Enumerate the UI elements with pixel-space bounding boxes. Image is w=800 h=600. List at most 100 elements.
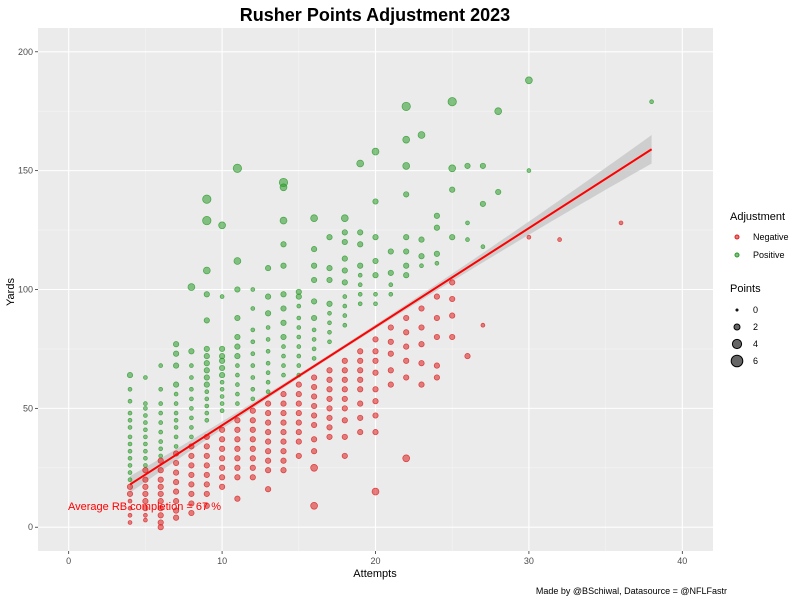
negative-point [449, 312, 456, 319]
positive-point [387, 248, 394, 255]
positive-point [373, 301, 378, 307]
positive-point [203, 360, 210, 367]
positive-point [372, 198, 379, 205]
positive-point [526, 168, 532, 173]
negative-point [311, 448, 318, 455]
positive-point [204, 417, 210, 423]
negative-point [249, 426, 256, 433]
negative-point [326, 424, 333, 431]
positive-point [296, 334, 302, 340]
positive-point [373, 291, 378, 297]
chart-caption: Made by @BSchiwal, Datasource = @NFLFast… [536, 586, 727, 596]
positive-point [433, 212, 440, 219]
positive-point [433, 250, 440, 257]
negative-point [249, 407, 256, 414]
positive-point [495, 188, 502, 196]
positive-point [189, 425, 194, 430]
positive-point [265, 310, 272, 317]
positive-point [649, 99, 654, 105]
negative-point [357, 429, 364, 436]
positive-point [143, 401, 148, 406]
x-tick-label: 10 [217, 556, 227, 566]
positive-point [296, 363, 302, 368]
positive-point [173, 444, 179, 449]
negative-point [403, 314, 410, 322]
legend: Adjustment Negative Positive Points 0 2 … [730, 211, 789, 368]
legend-size-4-label: 4 [753, 339, 758, 349]
positive-point [340, 214, 349, 223]
positive-point [233, 257, 242, 265]
positive-point [203, 317, 210, 324]
negative-point [618, 220, 624, 226]
negative-point [249, 455, 256, 462]
positive-point [127, 386, 133, 392]
positive-point [342, 303, 348, 309]
positive-point [311, 356, 317, 361]
positive-point [203, 353, 210, 360]
negative-point [219, 455, 226, 462]
positive-point [219, 294, 225, 299]
positive-point [357, 272, 363, 278]
negative-point [203, 481, 210, 488]
positive-point [295, 293, 302, 300]
negative-point [357, 400, 364, 407]
positive-point [479, 200, 486, 207]
negative-point [157, 498, 164, 505]
positive-point [219, 345, 226, 352]
positive-point [464, 162, 471, 169]
negative-point [311, 436, 318, 443]
positive-point [234, 353, 241, 360]
positive-point [371, 147, 380, 156]
negative-point [403, 357, 410, 364]
negative-point [143, 517, 148, 523]
positive-point [417, 131, 426, 139]
negative-point [280, 391, 287, 398]
negative-point [127, 512, 133, 518]
positive-point [158, 410, 164, 416]
positive-point [388, 282, 394, 288]
positive-point [188, 348, 195, 355]
positive-point [418, 236, 425, 243]
positive-point [127, 477, 133, 483]
negative-point [449, 333, 456, 341]
positive-point [219, 408, 225, 414]
negative-point [357, 386, 364, 393]
negative-point [142, 476, 149, 483]
positive-point [265, 360, 271, 366]
positive-point [250, 327, 256, 333]
negative-point [265, 438, 272, 445]
negative-point [173, 514, 180, 521]
negative-point [341, 417, 348, 424]
positive-point [342, 322, 348, 328]
positive-point [219, 394, 225, 399]
grid-lines [38, 28, 713, 551]
y-tick-label: 150 [18, 166, 33, 176]
positive-point [311, 276, 318, 284]
positive-point [401, 101, 411, 111]
negative-point [433, 333, 440, 341]
positive-point [280, 333, 287, 341]
positive-point [265, 293, 272, 300]
positive-point [234, 333, 241, 341]
negative-point [249, 464, 256, 471]
negative-points [126, 220, 624, 531]
positive-point [279, 183, 288, 192]
negative-point [265, 429, 272, 436]
x-tick-label: 40 [677, 556, 687, 566]
negative-point [234, 436, 241, 443]
negative-point [341, 405, 348, 412]
negative-point [265, 457, 272, 464]
positive-point [218, 221, 226, 230]
negative-point [188, 471, 195, 478]
x-tick-label: 0 [66, 556, 71, 566]
positive-point [525, 76, 533, 85]
positive-point [187, 283, 196, 291]
negative-point [387, 381, 394, 388]
positive-point [127, 410, 133, 416]
positive-point [357, 229, 364, 236]
positive-point [296, 325, 302, 330]
negative-point [371, 487, 380, 496]
negative-point [280, 400, 287, 407]
positive-point [173, 425, 179, 430]
positive-point [143, 434, 148, 440]
